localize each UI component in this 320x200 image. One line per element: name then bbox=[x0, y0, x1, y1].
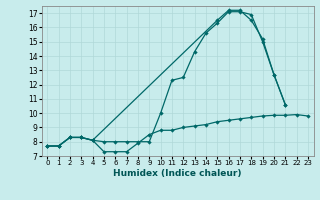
X-axis label: Humidex (Indice chaleur): Humidex (Indice chaleur) bbox=[113, 169, 242, 178]
